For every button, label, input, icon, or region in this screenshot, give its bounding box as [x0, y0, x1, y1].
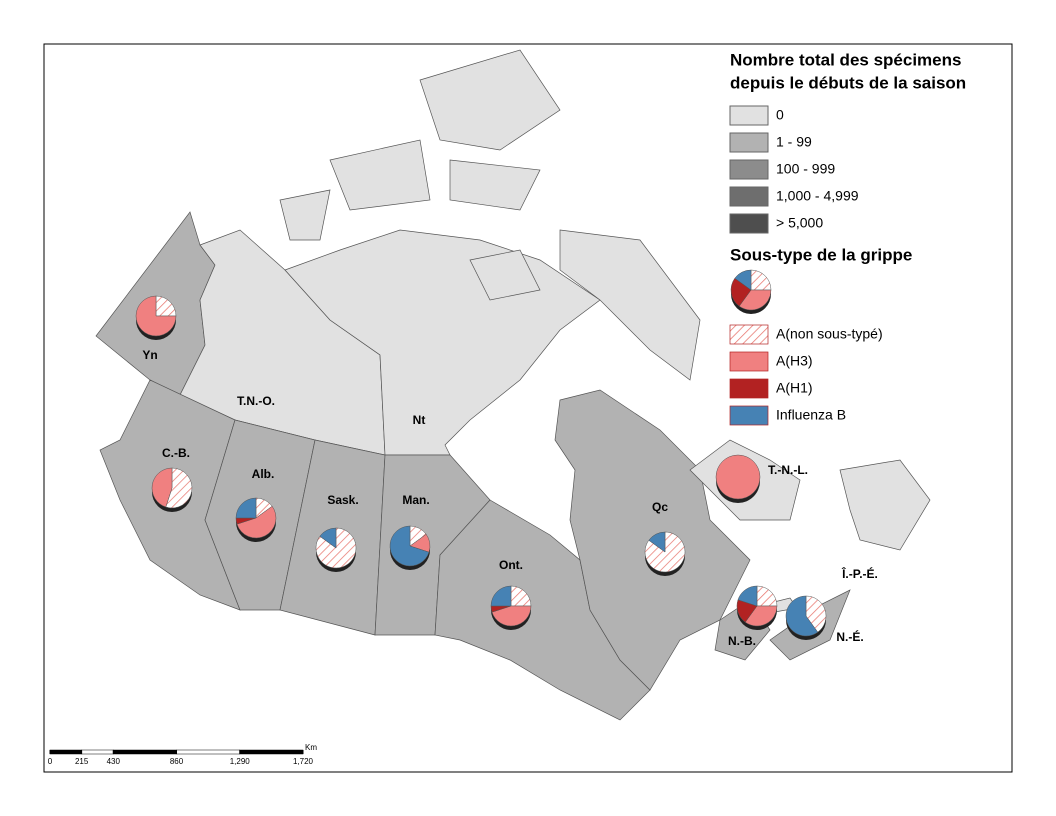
pie-slice: [785, 595, 819, 637]
scale-segment: [113, 749, 177, 755]
scale-label: 1,290: [230, 757, 251, 766]
scale-label: 430: [107, 757, 121, 766]
legend-label: Influenza B: [776, 407, 846, 423]
legend-label: A(non sous-typé): [776, 326, 883, 342]
pie-slice: [319, 527, 337, 549]
pie-slice: [236, 505, 277, 539]
pie-slice: [756, 585, 778, 607]
scale-label: 1,720: [293, 757, 314, 766]
pie-slice: [491, 605, 532, 627]
province-shape: [839, 459, 931, 551]
province-label: T.-N.-L.: [768, 463, 808, 477]
province-label: T.N.-O.: [237, 394, 275, 408]
legend-label: > 5,000: [776, 215, 823, 231]
pie-slice: [715, 454, 761, 500]
scale-segment: [176, 749, 240, 755]
scale-segment: [81, 749, 114, 755]
pie-slice: [155, 295, 177, 317]
legend-swatch: [729, 186, 769, 207]
province-label: Qc: [652, 500, 668, 514]
scale-label: 860: [170, 757, 184, 766]
legend-label: 1,000 - 4,999: [776, 188, 859, 204]
province-label: N.-É.: [836, 629, 863, 644]
pie-slice: [490, 585, 512, 607]
scale-label: 0: [48, 757, 53, 766]
pie-slice: [135, 295, 177, 337]
province-shape: [279, 189, 331, 241]
scale-unit: Km: [305, 743, 317, 752]
scale-bar: 0 215 430 860 1,290 1,720 Km: [48, 743, 318, 766]
province-label: C.-B.: [162, 446, 190, 460]
pie-slice: [737, 585, 758, 607]
pie-slice: [805, 595, 827, 633]
legend-swatch: [729, 378, 769, 399]
legend-label: A(H1): [776, 380, 813, 396]
legend-label: 100 - 999: [776, 161, 835, 177]
province-shape: [469, 249, 541, 301]
legend-swatch: [729, 324, 769, 345]
pie-slice: [389, 525, 430, 567]
province-label: Ont.: [499, 558, 523, 572]
legend-swatch: [729, 405, 769, 426]
province-label: Î.-P.-É.: [841, 566, 878, 581]
labels: Yn T.N.-O. Nt C.-B. Alb. Sask. Man. Ont. Qc T.-N.…: [142, 348, 878, 648]
province-label: Yn: [142, 348, 157, 362]
pie-slice: [510, 585, 532, 607]
pie-slice: [151, 467, 173, 508]
province-label: Alb.: [252, 467, 275, 481]
legend-swatch: [729, 213, 769, 234]
legend-swatch: [729, 105, 769, 126]
province-label: N.-B.: [728, 634, 756, 648]
province-shape: [449, 159, 541, 211]
legend-label: A(H3): [776, 353, 813, 369]
legend-label: 0: [776, 107, 784, 123]
pie-slice: [165, 467, 193, 509]
pie-slice: [738, 289, 772, 311]
pie-slice: [648, 531, 666, 553]
legend-label: 1 - 99: [776, 134, 812, 150]
pie-slice: [235, 497, 257, 519]
legend-title: Nombre total des spécimens: [730, 50, 961, 69]
province-shape: [559, 229, 701, 381]
pie-slice: [730, 277, 752, 307]
scale-segment: [239, 749, 304, 755]
province-label: Nt: [413, 413, 426, 427]
province-label: Sask.: [327, 493, 358, 507]
province-shape: [329, 139, 431, 211]
legend-swatch: [729, 351, 769, 372]
pie-slice: [734, 269, 752, 291]
pie-slice: [744, 605, 778, 627]
scale-segment: [49, 749, 82, 755]
legend-swatch: [729, 132, 769, 153]
province-shape: [419, 49, 561, 151]
province-label: Man.: [402, 493, 429, 507]
pies: [135, 295, 827, 640]
legend-title: depuis le débuts de la saison: [730, 73, 966, 92]
legend-subtitle: Sous-type de la grippe: [730, 245, 912, 264]
pie-slice: [750, 269, 772, 291]
legend: 0 1 - 99 100 - 999 1,000 - 4,999 > 5,000 A(no…: [729, 105, 883, 426]
legend-swatch: [729, 159, 769, 180]
scale-label: 215: [75, 757, 89, 766]
